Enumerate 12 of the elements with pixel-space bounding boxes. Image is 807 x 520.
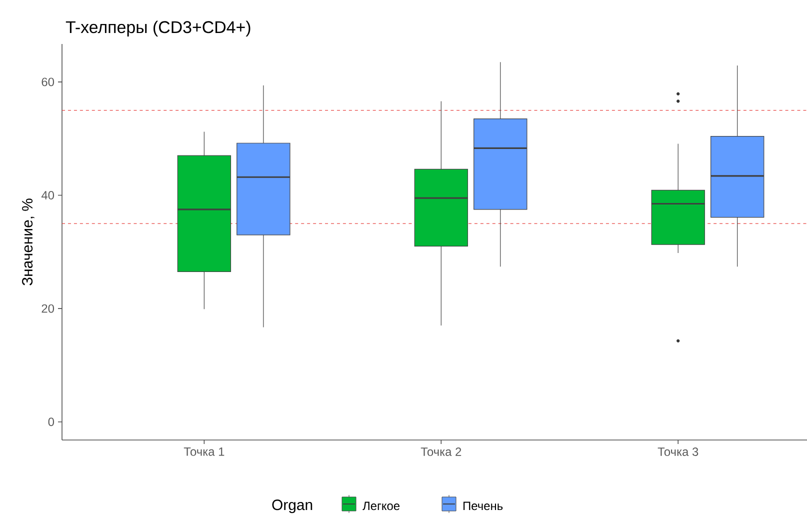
y-tick-label: 40 bbox=[41, 191, 54, 200]
x-tick-label: Точка 1 bbox=[184, 448, 224, 456]
legend-title: Organ bbox=[272, 500, 312, 514]
y-tick-label: 0 bbox=[48, 418, 54, 426]
x-tick-label: Точка 3 bbox=[658, 448, 698, 456]
y-tick-label: 20 bbox=[42, 304, 54, 313]
legend-label: Печень bbox=[463, 502, 503, 510]
y-axis-title: Значение, % bbox=[22, 198, 34, 286]
y-tick-label: 60 bbox=[42, 78, 54, 86]
x-tick-label: Точка 2 bbox=[420, 448, 462, 456]
chart-title: T-хелперы (CD3+CD4+) bbox=[66, 20, 250, 37]
legend-label: Легкое bbox=[362, 502, 400, 510]
